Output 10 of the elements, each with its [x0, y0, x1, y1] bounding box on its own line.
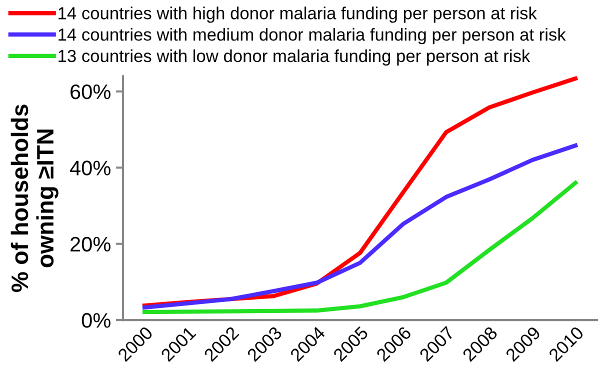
line-series — [142, 180, 578, 314]
y-tick-label: 20% — [70, 236, 110, 252]
legend-label: 14 countries with high donor malaria funding per person at risk — [58, 6, 537, 23]
y-tick-label: 0% — [82, 313, 110, 328]
y-axis-title: % of households owning ≥ITN — [10, 104, 58, 292]
y-tick-label: 40% — [70, 160, 110, 176]
legend-label: 14 countries with medium donor malaria funding per person at risk — [58, 28, 566, 44]
y-tick-label: 60% — [70, 84, 110, 100]
legend-label: 13 countries with low donor malaria funding per person at risk — [58, 49, 530, 66]
line-series — [142, 143, 578, 310]
